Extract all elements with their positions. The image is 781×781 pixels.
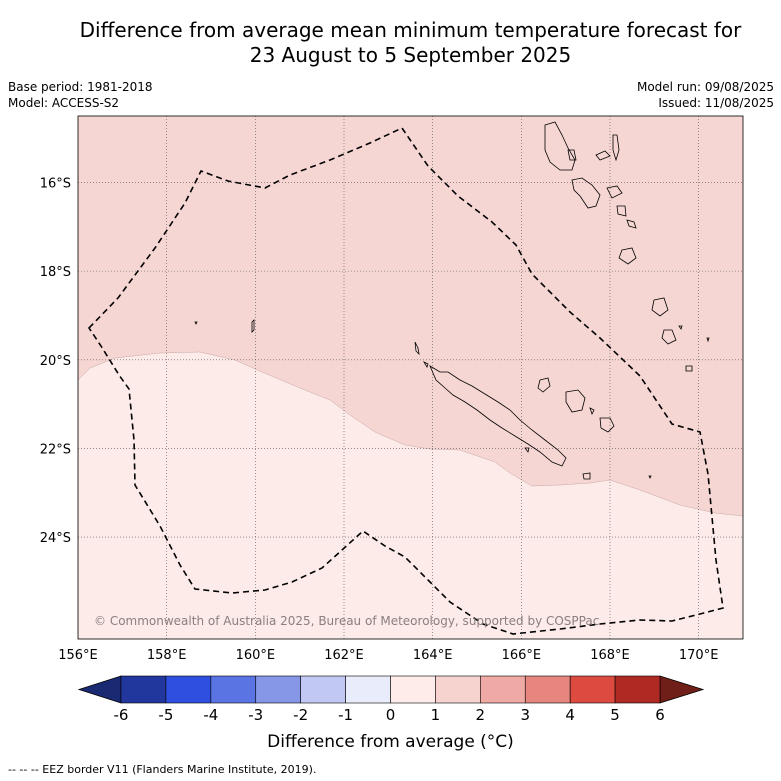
colorbar-segment <box>480 675 526 704</box>
island-matthew <box>648 475 652 479</box>
colorbar-segment <box>390 675 436 704</box>
gridlines <box>78 116 743 639</box>
lon-tick-label: 160°E <box>236 648 276 663</box>
island-new-caledonia-north <box>414 341 420 356</box>
colorbar-tick-label: 0 <box>386 706 396 724</box>
colorbar-tick-label: -3 <box>248 706 263 724</box>
lon-tick-label: 162°E <box>324 648 364 663</box>
island-new-caledonia-islet <box>422 361 429 368</box>
island-tanna <box>661 329 677 345</box>
meta-left: Base period: 1981-2018 Model: ACCESS-S2 <box>8 79 153 111</box>
island-lifou <box>565 389 586 413</box>
lat-tick-label: 24°S <box>40 531 71 546</box>
colorbar-tick-label: -4 <box>203 706 218 724</box>
island-ambae <box>595 150 611 161</box>
island-new-caledonia <box>429 365 567 467</box>
island-aneityum <box>685 365 693 372</box>
model-run: Model run: 09/08/2025 <box>636 80 774 94</box>
colorbar-extend-high <box>659 675 705 704</box>
island-shepherds <box>626 219 637 229</box>
lon-tick-label: 166°E <box>502 648 542 663</box>
model-name: Model: ACCESS-S2 <box>8 96 120 110</box>
lon-tick-label: 164°E <box>413 648 453 663</box>
map-frame <box>77 115 744 640</box>
colorbar: -6 -5 -4 -3 -2 -1 0 1 2 3 4 5 6 <box>77 675 705 724</box>
island-chesterfield-islet <box>194 321 198 325</box>
island-malakula <box>571 177 601 209</box>
island-tiga <box>589 407 595 416</box>
colorbar-tick-label: 2 <box>476 706 486 724</box>
colorbar-segment <box>165 675 212 704</box>
copyright-notice: © Commonwealth of Australia 2025, Bureau… <box>94 614 600 628</box>
lat-tick-label: 16°S <box>40 176 71 191</box>
colorbar-tick-label: 4 <box>565 706 575 724</box>
colorbar-tick-label: -2 <box>293 706 308 724</box>
colorbar-segment <box>524 675 571 704</box>
colorbar-tick-label: -6 <box>114 706 129 724</box>
colorbar-tick-label: 3 <box>520 706 530 724</box>
issued-date: Issued: 11/08/2025 <box>658 96 774 110</box>
latitude-labels: 16°S 18°S 20°S 22°S 24°S <box>40 176 71 546</box>
lon-tick-label: 168°E <box>590 648 630 663</box>
meta-right: Model run: 09/08/2025 Issued: 11/08/2025 <box>637 79 774 111</box>
coastlines <box>194 121 710 480</box>
lon-tick-label: 156°E <box>58 648 98 663</box>
colorbar-tick-label: -1 <box>338 706 353 724</box>
lat-tick-label: 18°S <box>40 265 71 280</box>
title-line-2: 23 August to 5 September 2025 <box>249 43 572 67</box>
colorbar-segment <box>435 675 481 704</box>
colorbar-segment <box>569 675 616 704</box>
island-maewo <box>612 134 620 162</box>
lon-tick-label: 158°E <box>147 648 187 663</box>
island-aniwa <box>706 337 710 343</box>
base-period: Base period: 1981-2018 <box>8 80 153 94</box>
lon-tick-label: 170°E <box>679 648 719 663</box>
longitude-labels: 156°E 158°E 160°E 162°E 164°E 166°E 168°E 170°E <box>58 648 718 663</box>
page-title: Difference from average mean minimum tem… <box>0 18 781 68</box>
colorbar-segment <box>120 675 167 704</box>
colorbar-tick-label: -5 <box>158 706 173 724</box>
island-erromango <box>651 297 669 317</box>
colorbar-extend-low <box>77 675 122 704</box>
island-futuna <box>678 325 683 330</box>
colorbar-tick-label: 5 <box>610 706 620 724</box>
island-mare <box>599 417 615 433</box>
title-line-1: Difference from average mean minimum tem… <box>79 18 742 42</box>
island-malo <box>567 149 577 161</box>
colorbar-title: Difference from average (°C) <box>267 732 514 752</box>
colorbar-segment <box>210 675 257 704</box>
footer-note: -- -- -- EEZ border V11 (Flanders Marine… <box>8 763 317 776</box>
island-loyalty-islet <box>524 447 530 453</box>
island-chesterfield <box>251 319 255 333</box>
island-ambrym <box>606 185 623 199</box>
zone-0-to-1 <box>78 351 743 639</box>
colorbar-tick-label: 6 <box>655 706 665 724</box>
island-epi <box>616 205 627 217</box>
island-isle-of-pines <box>582 472 591 480</box>
colorbar-segment <box>255 675 301 704</box>
colorbar-tick-label: 1 <box>431 706 441 724</box>
island-ouvea <box>537 377 551 393</box>
lat-tick-label: 22°S <box>40 442 71 457</box>
island-espiritu-santo <box>544 121 576 171</box>
colorbar-segment <box>345 675 391 704</box>
colorbar-segment <box>614 675 661 704</box>
lat-tick-label: 20°S <box>40 354 71 369</box>
island-efate <box>618 247 637 265</box>
colorbar-segment <box>300 675 346 704</box>
